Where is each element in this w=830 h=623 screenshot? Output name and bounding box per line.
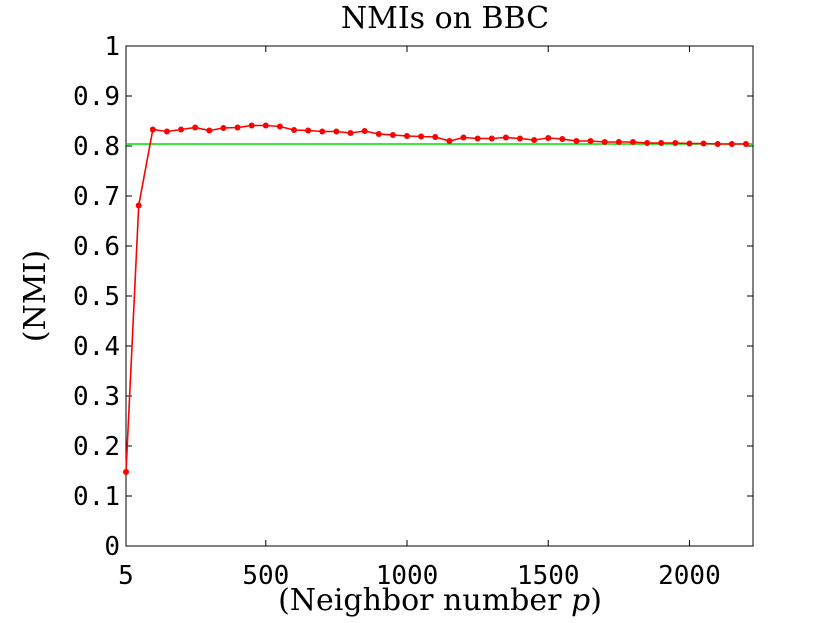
data-point bbox=[234, 124, 241, 131]
data-point bbox=[333, 128, 340, 135]
y-tick-label: 0.5 bbox=[73, 282, 120, 312]
data-point bbox=[601, 139, 608, 145]
data-point bbox=[305, 127, 312, 134]
y-tick-label: 0.9 bbox=[73, 82, 120, 112]
data-point bbox=[742, 141, 749, 147]
data-point bbox=[714, 141, 721, 147]
data-point bbox=[163, 128, 170, 135]
data-point bbox=[460, 134, 467, 141]
data-point bbox=[262, 122, 269, 129]
data-point bbox=[389, 132, 396, 138]
data-point bbox=[672, 140, 679, 146]
x-axis-ticks: 5 500 1000 1500 2000 bbox=[118, 46, 721, 591]
data-point bbox=[123, 469, 129, 475]
data-point bbox=[432, 134, 439, 140]
x-tick-label: 1000 bbox=[376, 561, 439, 591]
data-point bbox=[629, 139, 636, 145]
data-point bbox=[418, 133, 425, 140]
data-point bbox=[531, 137, 538, 143]
series-layer bbox=[123, 122, 753, 475]
data-point bbox=[149, 126, 156, 133]
y-tick-label: 0.2 bbox=[73, 432, 120, 462]
data-point bbox=[192, 124, 199, 131]
y-tick-label: 0.3 bbox=[73, 382, 120, 412]
data-point bbox=[488, 135, 495, 142]
data-point bbox=[375, 131, 382, 137]
x-tick-label: 500 bbox=[242, 561, 289, 591]
data-point bbox=[276, 123, 283, 130]
data-point bbox=[587, 138, 594, 144]
chart-title: NMIs on BBC bbox=[341, 1, 549, 36]
y-tick-label: 0.8 bbox=[73, 132, 120, 162]
data-point bbox=[135, 202, 142, 209]
data-point bbox=[644, 140, 651, 146]
data-point bbox=[361, 128, 368, 134]
data-point bbox=[700, 140, 707, 147]
y-axis-ticks: 0 0.1 0.2 0.3 0.4 0.5 0.6 0.7 0.8 0.9 1 bbox=[73, 32, 753, 562]
data-point bbox=[319, 128, 326, 135]
y-tick-label: 0.4 bbox=[73, 332, 120, 362]
x-tick-label: 1500 bbox=[517, 561, 580, 591]
series-line bbox=[125, 124, 746, 473]
data-point bbox=[206, 127, 213, 134]
data-point bbox=[573, 138, 580, 144]
data-point bbox=[615, 139, 622, 145]
data-point bbox=[178, 126, 185, 133]
y-tick-label: 1 bbox=[104, 32, 120, 62]
y-tick-label: 0.1 bbox=[73, 482, 120, 512]
data-point bbox=[559, 136, 566, 142]
y-tick-label: 0.7 bbox=[73, 182, 120, 212]
data-point bbox=[658, 140, 665, 146]
data-point bbox=[248, 122, 255, 129]
data-point bbox=[686, 140, 693, 147]
x-axis-label: (Neighbor number p) bbox=[278, 583, 602, 618]
y-axis-label: (NMI) bbox=[18, 250, 53, 342]
data-point bbox=[516, 135, 523, 142]
data-point bbox=[502, 134, 509, 141]
data-point bbox=[347, 130, 354, 136]
x-tick-label: 5 bbox=[118, 561, 134, 591]
y-tick-label: 0 bbox=[104, 532, 120, 562]
data-point bbox=[220, 125, 227, 131]
data-point bbox=[446, 138, 453, 144]
x-tick-label: 2000 bbox=[658, 561, 721, 591]
y-tick-label: 0.6 bbox=[73, 232, 120, 262]
plot-area-frame bbox=[125, 45, 754, 547]
data-point bbox=[291, 127, 298, 133]
data-point bbox=[545, 135, 552, 141]
data-point bbox=[728, 141, 735, 147]
data-point bbox=[404, 133, 411, 139]
data-point bbox=[474, 135, 481, 142]
